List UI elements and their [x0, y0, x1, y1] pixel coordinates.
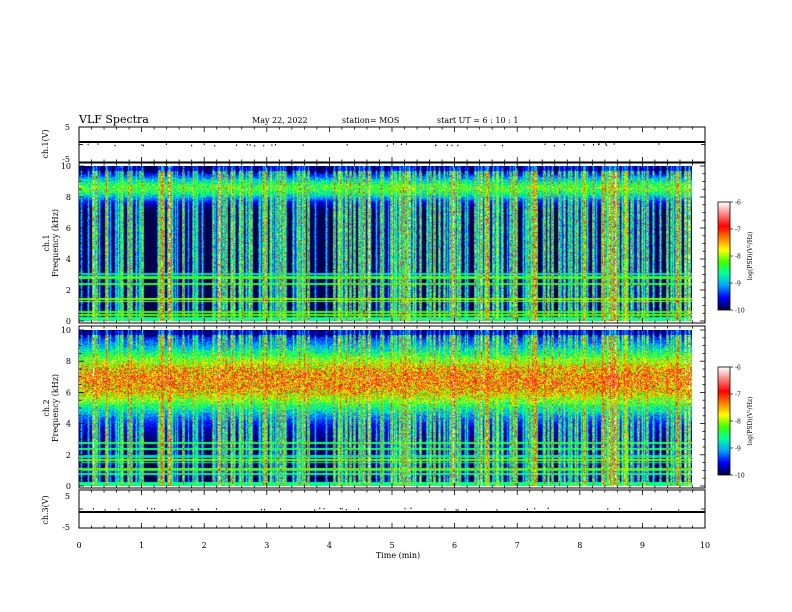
colorbar-tick-label: -7 — [735, 392, 741, 399]
time-axis-label: Time (min) — [376, 551, 420, 560]
ch2-spectrogram-image — [79, 330, 692, 486]
ch1-ytick-bottom: -5 — [62, 155, 70, 164]
time-tick-label: 9 — [640, 541, 645, 550]
ch1-frequency-ylabel: Frequency (kHz) — [51, 209, 60, 277]
time-tick-label: 0 — [76, 541, 81, 550]
frequency-tick-label: 8 — [66, 193, 71, 202]
time-tick-label: 6 — [452, 541, 457, 550]
ch1-colorbar-ticks: -6 -7 -8 -9 -10 — [730, 200, 745, 315]
ch1-spectrogram-image — [79, 166, 692, 321]
time-tick-label: 3 — [264, 541, 269, 550]
figure-station: station= MOS — [342, 116, 399, 125]
colorbar-tick-label: -10 — [735, 473, 745, 480]
frequency-tick-label: 8 — [66, 357, 71, 366]
ch1-ytick-top: 5 — [65, 123, 70, 132]
time-tick-label: 2 — [202, 541, 207, 550]
colorbar-tick-label: -8 — [735, 419, 741, 426]
ch2-colorbar-label: log(PSD)(V²/Hz) — [747, 397, 754, 446]
time-tick-label: 10 — [700, 541, 710, 550]
ch1-frequency-ticks: 0 2 4 6 8 10 — [61, 162, 705, 326]
colorbar-tick-label: -6 — [735, 200, 741, 207]
time-tick-label: 5 — [389, 541, 394, 550]
colorbar-tick-label: -9 — [735, 446, 741, 453]
ch2-channel-label: ch.2 — [42, 399, 51, 416]
ch1-voltage-spikes — [79, 126, 705, 163]
time-tick-label: 7 — [515, 541, 520, 550]
figure-date: May 22, 2022 — [252, 116, 308, 125]
time-tick-label: 4 — [327, 541, 332, 550]
frequency-tick-label: 6 — [66, 388, 71, 397]
ch3-ytick-bottom: -5 — [62, 523, 70, 532]
colorbar-tick-label: -6 — [735, 365, 741, 372]
ch2-frequency-ticks: 0 2 4 6 8 10 — [61, 326, 705, 491]
frequency-tick-label: 10 — [61, 326, 71, 335]
ch3-voltage-spikes — [79, 489, 705, 529]
frequency-tick-label: 4 — [66, 255, 71, 264]
ch2-colorbar-ticks: -6 -7 -8 -9 -10 — [730, 365, 745, 480]
frequency-tick-label: 2 — [66, 451, 71, 460]
ch1-colorbar: -6 -7 -8 -9 -10 log(PSD)(V²/Hz) — [717, 200, 754, 315]
time-axis-tick-labels: 0 1 2 3 4 5 6 7 8 9 10 — [76, 541, 710, 550]
frequency-tick-label: 10 — [61, 162, 71, 171]
ch1-colorbar-label: log(PSD)(V²/Hz) — [747, 232, 754, 281]
ch3-voltage-ylabel: ch.3(V) — [41, 495, 50, 524]
panel-ch2-spectrogram: 0 2 4 6 8 10 ch.2 Frequency (kHz) — [42, 325, 706, 491]
time-tick-label: 1 — [139, 541, 144, 550]
frequency-tick-label: 4 — [66, 420, 71, 429]
ch2-frequency-ylabel: Frequency (kHz) — [51, 374, 60, 442]
colorbar-tick-label: -8 — [735, 254, 741, 261]
panel-ch1-spectrogram: 0 2 4 6 8 10 ch.1 Frequency (kHz) — [42, 162, 706, 326]
frequency-tick-label: 6 — [66, 224, 71, 233]
frequency-tick-label: 0 — [66, 317, 71, 326]
frequency-tick-label: 0 — [66, 482, 71, 491]
colorbar-tick-label: -10 — [735, 308, 745, 315]
colorbar-tick-label: -9 — [735, 281, 741, 288]
ch2-colorbar-gradient — [718, 367, 730, 475]
time-tick-label: 8 — [577, 541, 582, 550]
figure-start-time: start UT = 6 : 10 : 1 — [437, 116, 518, 125]
ch1-voltage-ylabel: ch.1(V) — [41, 129, 50, 158]
ch1-colorbar-gradient — [718, 202, 730, 310]
time-axis-ticks — [78, 127, 706, 528]
panel-ch3-voltage: 5 -5 ch.3(V) — [41, 489, 706, 532]
colorbar-tick-label: -7 — [735, 227, 741, 234]
panel-ch1-voltage: 5 -5 ch.1(V) — [41, 123, 706, 164]
ch1-channel-label: ch.1 — [42, 234, 51, 251]
figure-title: VLF Spectra — [78, 113, 149, 126]
ch2-colorbar: -6 -7 -8 -9 -10 log(PSD)(V²/Hz) — [717, 365, 754, 480]
ch3-ytick-top: 5 — [65, 492, 70, 501]
frequency-tick-label: 2 — [66, 286, 71, 295]
